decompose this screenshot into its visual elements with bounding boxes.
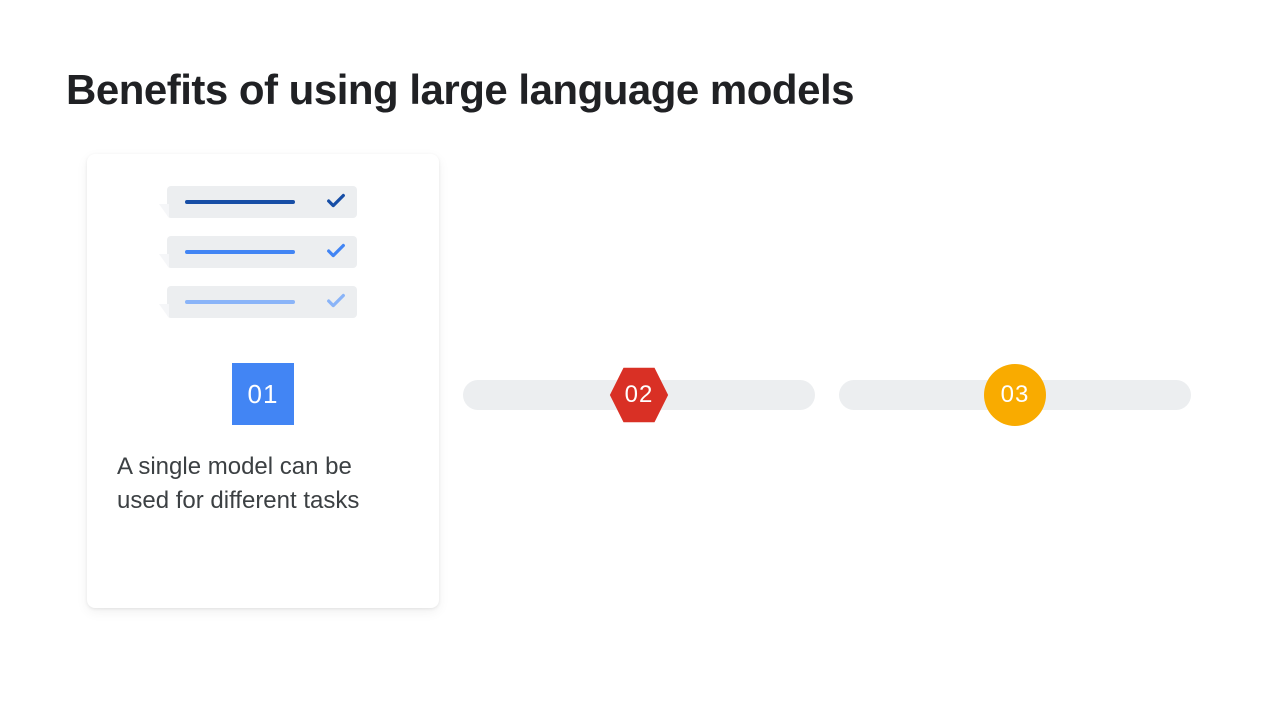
step-marker-3: 03 bbox=[984, 364, 1046, 426]
benefit-card-1: 01 A single model can be used for differ… bbox=[87, 154, 439, 608]
checklist-icon bbox=[167, 186, 357, 336]
checklist-row bbox=[167, 186, 357, 218]
checklist-bar bbox=[185, 300, 295, 304]
checklist-bar bbox=[185, 200, 295, 204]
step-marker-2: 02 bbox=[608, 364, 670, 426]
benefit-description: A single model can be used for different… bbox=[117, 450, 407, 518]
slide: Benefits of using large language models bbox=[0, 0, 1280, 720]
check-icon bbox=[325, 190, 347, 212]
step-marker-label: 02 bbox=[625, 381, 654, 409]
checklist-bar bbox=[185, 250, 295, 254]
fold-icon bbox=[159, 204, 169, 218]
checklist-row bbox=[167, 236, 357, 268]
step-marker-label: 03 bbox=[1001, 381, 1030, 409]
step-marker-1: 01 bbox=[232, 363, 294, 425]
checklist-row bbox=[167, 286, 357, 318]
check-icon bbox=[325, 240, 347, 262]
step-marker-label: 01 bbox=[248, 379, 279, 410]
fold-icon bbox=[159, 254, 169, 268]
fold-icon bbox=[159, 304, 169, 318]
slide-title: Benefits of using large language models bbox=[66, 66, 854, 114]
check-icon bbox=[325, 290, 347, 312]
